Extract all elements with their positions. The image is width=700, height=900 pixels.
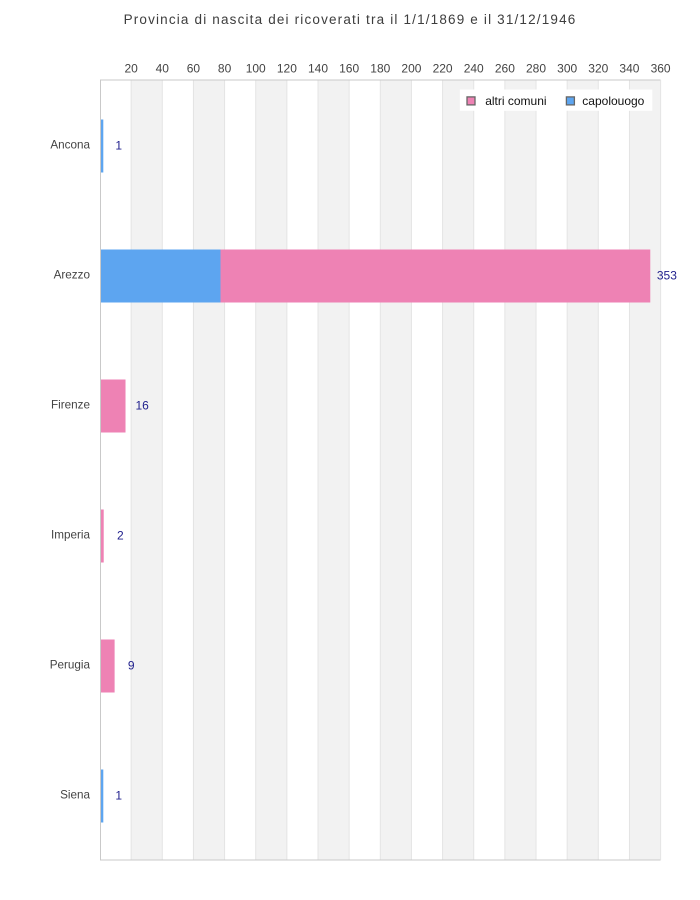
svg-text:Firenze: Firenze [51, 398, 90, 411]
svg-text:20: 20 [124, 62, 138, 76]
svg-text:Perugia: Perugia [50, 658, 91, 671]
svg-text:1: 1 [115, 789, 122, 803]
svg-text:280: 280 [526, 62, 546, 76]
svg-text:220: 220 [433, 62, 453, 76]
svg-text:2: 2 [117, 529, 124, 543]
svg-text:120: 120 [277, 62, 297, 76]
svg-text:60: 60 [187, 62, 201, 76]
svg-text:240: 240 [464, 62, 484, 76]
svg-text:Provincia di nascita dei ricov: Provincia di nascita dei ricoverati tra … [124, 12, 577, 27]
svg-text:180: 180 [370, 62, 390, 76]
svg-text:160: 160 [339, 62, 359, 76]
svg-text:360: 360 [651, 62, 671, 76]
svg-text:260: 260 [495, 62, 515, 76]
svg-text:9: 9 [128, 659, 135, 673]
svg-text:Imperia: Imperia [51, 528, 90, 541]
svg-text:Siena: Siena [60, 788, 90, 801]
svg-text:80: 80 [218, 62, 232, 76]
svg-text:100: 100 [246, 62, 266, 76]
svg-text:320: 320 [588, 62, 608, 76]
svg-text:Ancona: Ancona [50, 138, 90, 151]
svg-text:140: 140 [308, 62, 328, 76]
svg-text:16: 16 [135, 399, 149, 413]
svg-text:altri comuni: altri comuni [485, 94, 546, 108]
svg-text:Arezzo: Arezzo [54, 268, 91, 281]
svg-text:300: 300 [557, 62, 577, 76]
svg-text:capolouogo: capolouogo [582, 94, 644, 108]
svg-text:1: 1 [115, 139, 122, 153]
svg-text:340: 340 [619, 62, 639, 76]
svg-text:200: 200 [401, 62, 421, 76]
svg-text:353: 353 [657, 269, 677, 283]
svg-text:40: 40 [156, 62, 170, 76]
